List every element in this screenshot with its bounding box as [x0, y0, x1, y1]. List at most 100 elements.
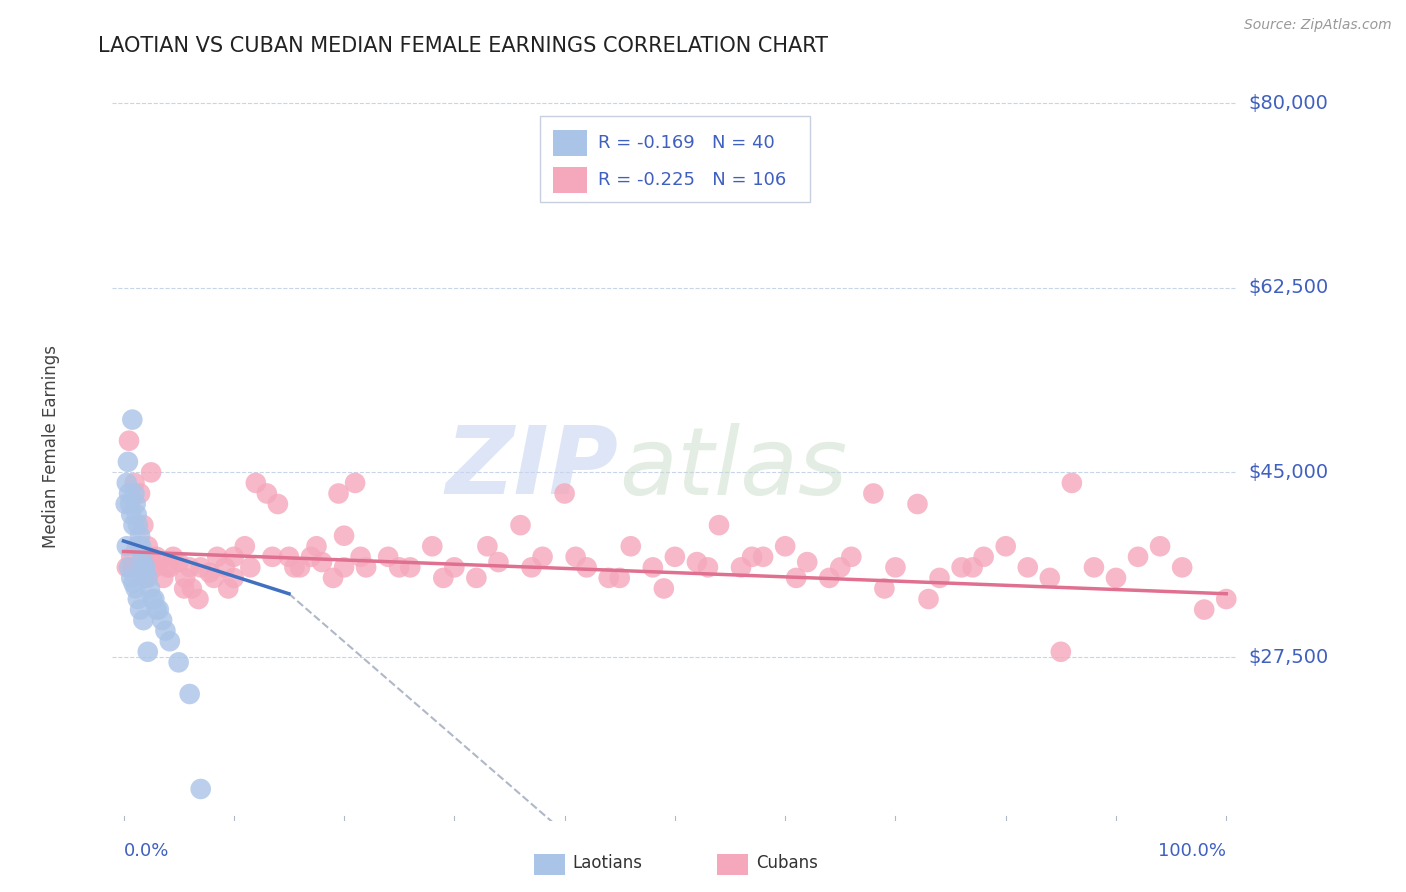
- Point: [122, 518, 145, 533]
- Point: [333, 560, 356, 574]
- Text: R = -0.225   N = 106: R = -0.225 N = 106: [599, 171, 786, 189]
- Point: [187, 592, 209, 607]
- Point: [152, 571, 174, 585]
- Point: [124, 475, 146, 490]
- Point: [785, 571, 807, 585]
- Point: [354, 560, 377, 574]
- Point: [156, 560, 179, 574]
- Point: [388, 560, 411, 574]
- Point: [167, 656, 190, 670]
- Point: [114, 497, 136, 511]
- Point: [839, 549, 862, 564]
- Point: [190, 560, 212, 574]
- Text: Cubans: Cubans: [756, 855, 818, 872]
- Point: [118, 434, 141, 448]
- Point: [575, 560, 598, 574]
- Point: [1060, 475, 1083, 490]
- Text: Source: ZipAtlas.com: Source: ZipAtlas.com: [1244, 18, 1392, 32]
- Point: [117, 455, 139, 469]
- Point: [207, 549, 229, 564]
- Point: [305, 539, 328, 553]
- Point: [131, 549, 153, 564]
- Point: [129, 602, 152, 616]
- Point: [121, 412, 143, 426]
- Point: [214, 560, 236, 574]
- Point: [554, 486, 576, 500]
- Point: [115, 560, 138, 574]
- Point: [222, 549, 245, 564]
- Point: [962, 560, 984, 574]
- Point: [531, 549, 554, 564]
- Point: [333, 529, 356, 543]
- Point: [115, 475, 138, 490]
- Point: [697, 560, 720, 574]
- Point: [349, 549, 371, 564]
- Point: [609, 571, 631, 585]
- FancyBboxPatch shape: [540, 116, 810, 202]
- Point: [277, 549, 299, 564]
- Point: [1039, 571, 1062, 585]
- Point: [907, 497, 929, 511]
- Point: [148, 602, 170, 616]
- Text: Median Female Earnings: Median Female Earnings: [42, 344, 59, 548]
- Point: [520, 560, 543, 574]
- Point: [322, 571, 344, 585]
- Point: [129, 529, 152, 543]
- Point: [129, 486, 152, 500]
- Point: [120, 549, 142, 564]
- Point: [124, 497, 146, 511]
- Point: [1105, 571, 1128, 585]
- Point: [118, 560, 141, 574]
- Point: [180, 582, 202, 596]
- Point: [136, 539, 159, 553]
- Text: $80,000: $80,000: [1249, 94, 1329, 112]
- Point: [377, 549, 399, 564]
- Point: [120, 571, 142, 585]
- Point: [145, 602, 167, 616]
- Point: [707, 518, 730, 533]
- Point: [121, 560, 143, 574]
- Point: [420, 539, 443, 553]
- Point: [132, 613, 155, 627]
- Point: [830, 560, 852, 574]
- Point: [741, 549, 763, 564]
- Point: [124, 582, 146, 596]
- Point: [1083, 560, 1105, 574]
- Point: [139, 549, 162, 564]
- Point: [399, 560, 422, 574]
- Point: [159, 634, 181, 648]
- Point: [135, 560, 157, 574]
- Point: [1050, 645, 1073, 659]
- Point: [1126, 549, 1149, 564]
- Point: [245, 475, 267, 490]
- Point: [884, 560, 907, 574]
- Point: [796, 555, 818, 569]
- Point: [155, 624, 177, 638]
- Point: [477, 539, 499, 553]
- Point: [256, 486, 278, 500]
- Point: [115, 539, 138, 553]
- Point: [136, 571, 159, 585]
- Point: [262, 549, 284, 564]
- Point: [752, 549, 775, 564]
- Point: [222, 571, 245, 585]
- Point: [862, 486, 884, 500]
- Point: [1171, 560, 1194, 574]
- Point: [217, 582, 239, 596]
- Point: [344, 475, 367, 490]
- Point: [1192, 602, 1215, 616]
- Point: [202, 571, 225, 585]
- Point: [122, 576, 145, 591]
- Point: [179, 560, 201, 574]
- Point: [162, 549, 184, 564]
- Point: [917, 592, 939, 607]
- Point: [267, 497, 290, 511]
- Point: [1215, 592, 1237, 607]
- Point: [132, 518, 155, 533]
- Point: [141, 592, 163, 607]
- Point: [145, 549, 167, 564]
- Point: [134, 566, 156, 580]
- Text: LAOTIAN VS CUBAN MEDIAN FEMALE EARNINGS CORRELATION CHART: LAOTIAN VS CUBAN MEDIAN FEMALE EARNINGS …: [98, 36, 828, 55]
- Point: [129, 539, 152, 553]
- Point: [174, 571, 197, 585]
